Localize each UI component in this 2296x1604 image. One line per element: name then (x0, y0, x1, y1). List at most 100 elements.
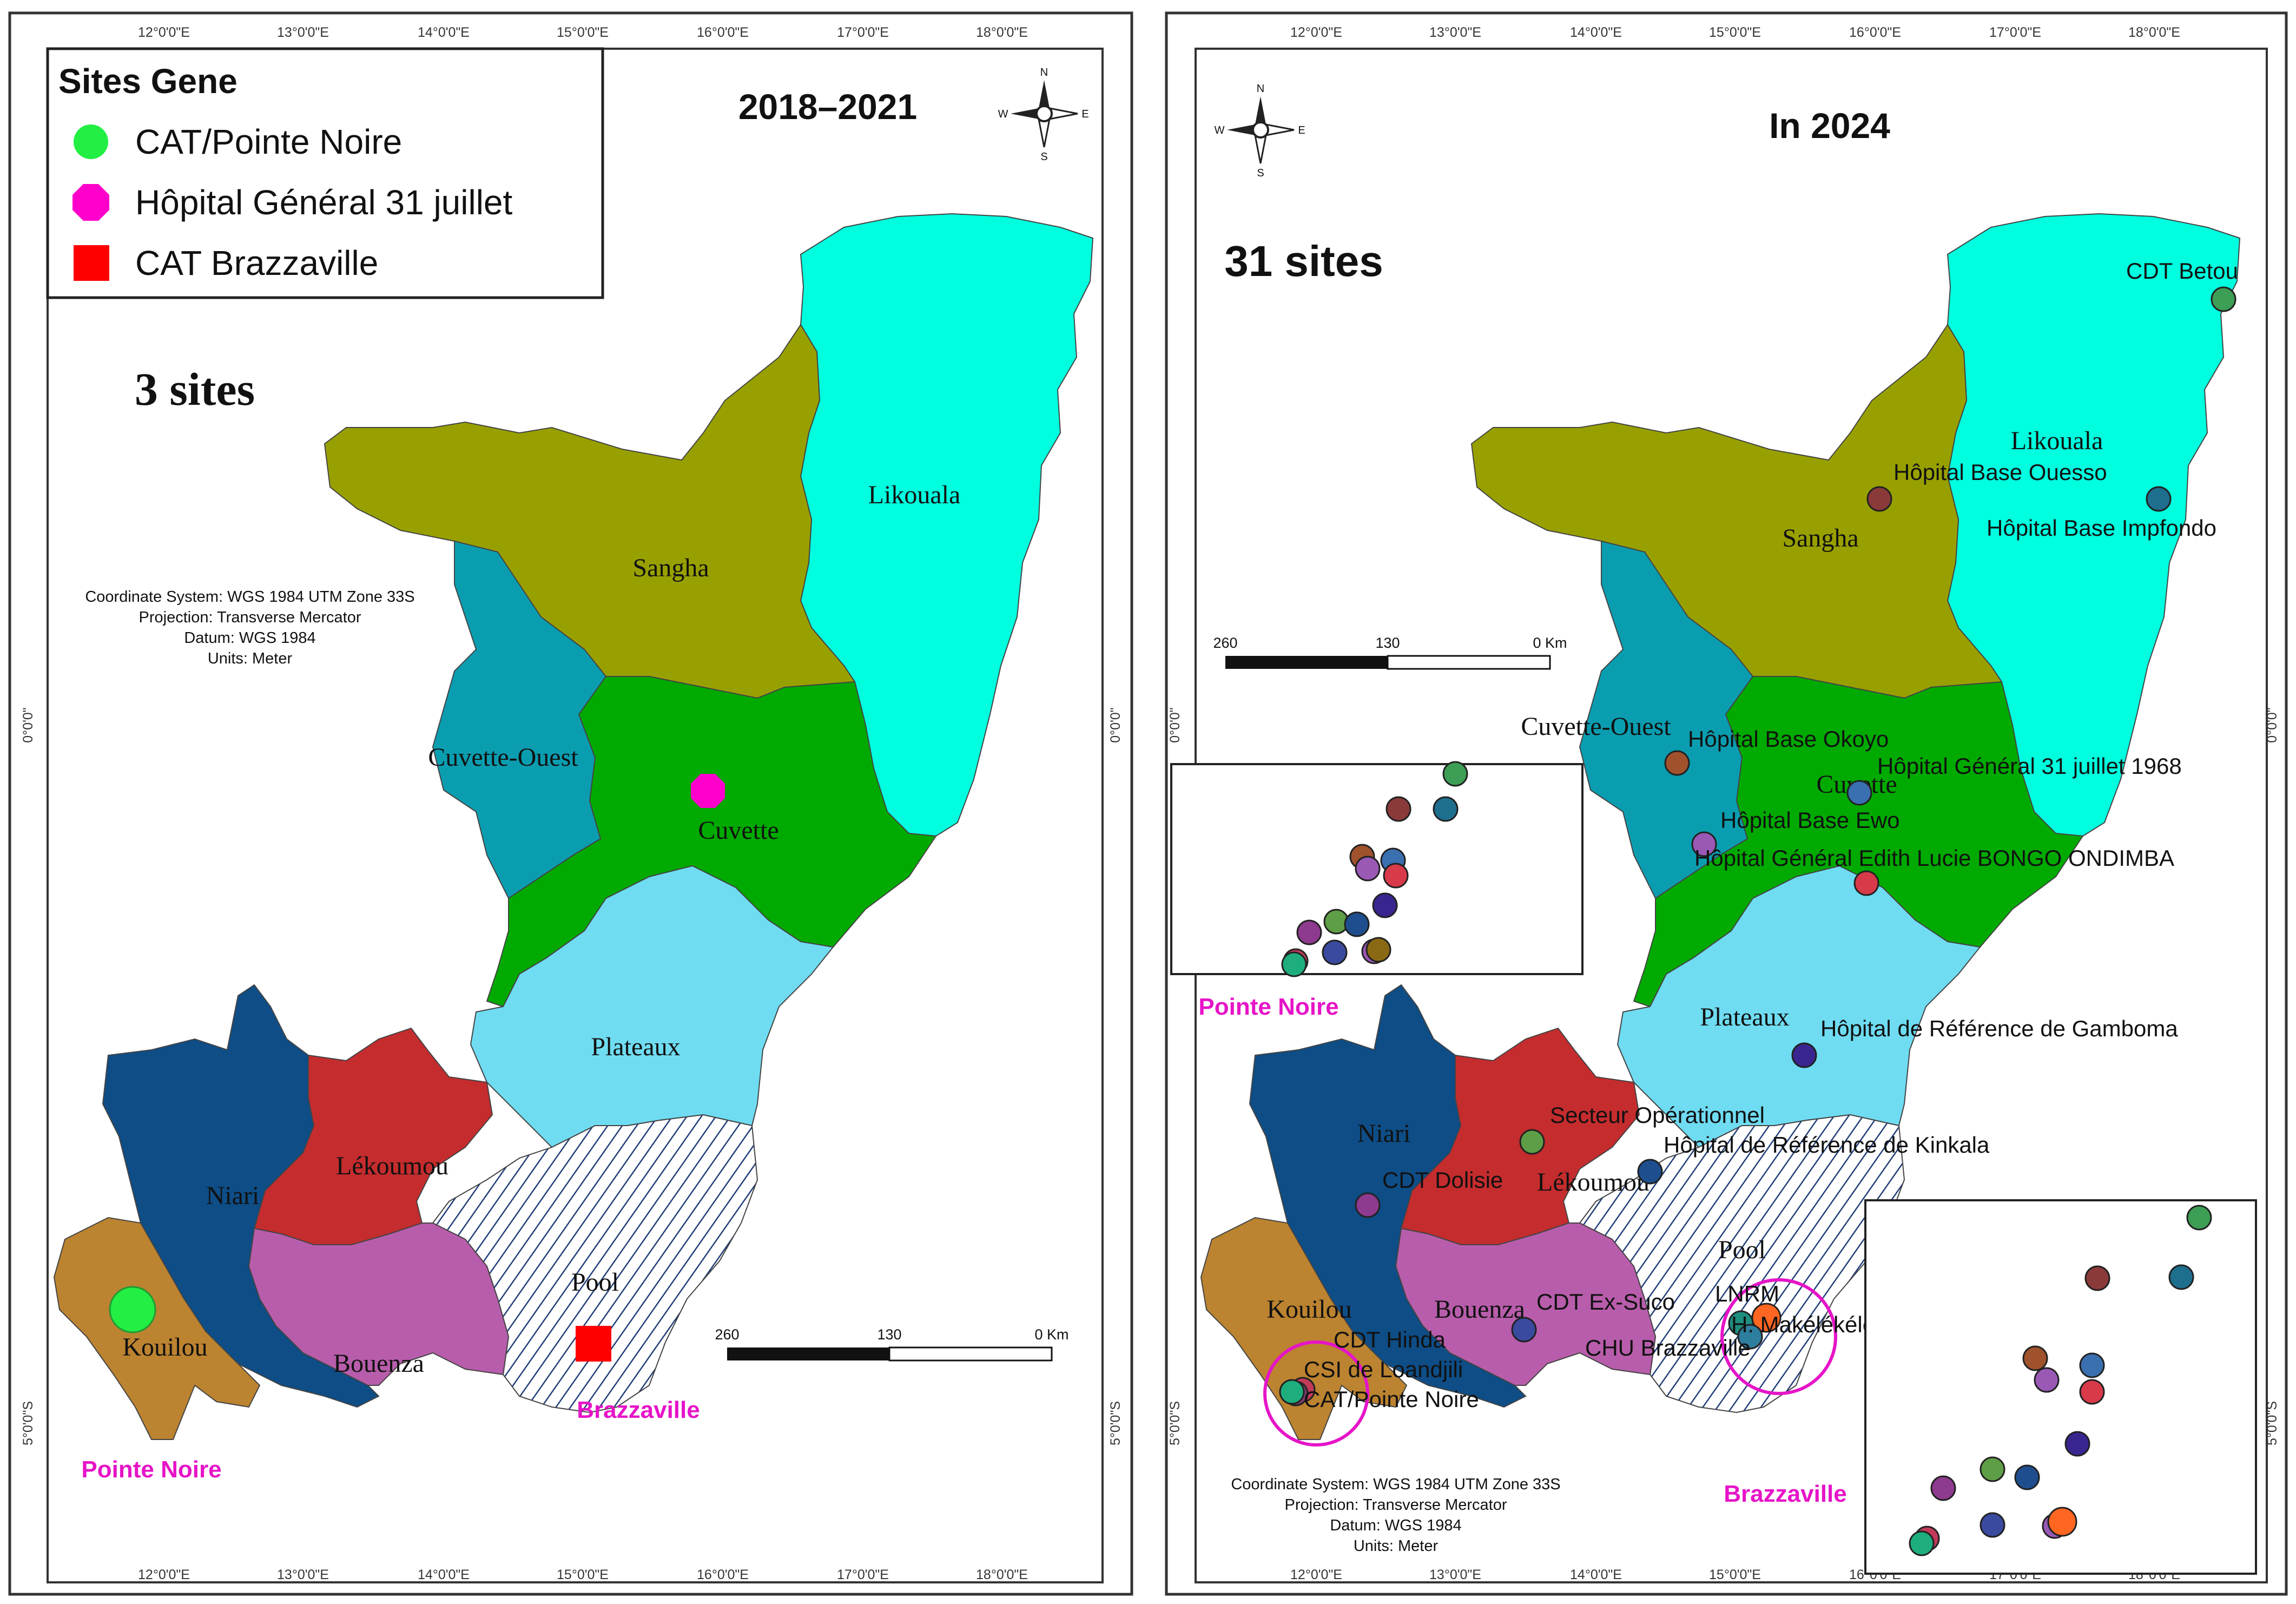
inset-marker (1980, 1512, 2005, 1538)
tick-label: 14°0'0"E (418, 25, 470, 40)
scale-bar: 260 130 0 Km (715, 1326, 1069, 1362)
region-label-kouilou: Kouilou (122, 1333, 207, 1362)
scale-bar: 260 130 0 Km (1213, 635, 1567, 670)
site-label: CDT Betou (2126, 258, 2238, 284)
region-label-lekoumou: Lékoumou (1537, 1168, 1650, 1197)
region-label-pool: Pool (1718, 1235, 1766, 1264)
inset-marker (1365, 937, 1391, 963)
tick-label: 12°0'0"E (138, 1567, 190, 1582)
legend-label: CAT Brazzaville (135, 244, 378, 282)
scale-label: 260 (715, 1326, 739, 1343)
site-label: Hôpital de Référence de Kinkala (1664, 1132, 1990, 1158)
lat-tick-label: 5°0'0"S (2265, 1401, 2280, 1445)
inset-marker (1385, 796, 1411, 822)
inset-marker (2168, 1264, 2194, 1290)
inset-marker (2064, 1431, 2090, 1457)
legend-label: Hôpital Général 31 juillet (135, 183, 513, 222)
city-label-brazzaville: Brazzaville (1724, 1481, 1846, 1507)
tick-label: 16°0'0"E (697, 25, 749, 40)
tick-label: 17°0'0"E (837, 1567, 889, 1582)
inset-brazzaville (1864, 1199, 2257, 1575)
region-label-cuvette: Cuvette (698, 816, 778, 845)
right-region-labels: Likouala Sangha Cuvette-Ouest Cuvette Pl… (1266, 426, 2103, 1324)
lat-tick-label: 5°0'0"S (1167, 1401, 1183, 1445)
compass-n: N (1257, 83, 1264, 95)
coord-line: Units: Meter (208, 650, 293, 667)
site-label: Hôpital Général Edith Lucie BONGO ONDIMB… (1694, 845, 2174, 871)
tick-label: 14°0'0"E (1570, 25, 1622, 40)
tick-label: 17°0'0"E (1989, 25, 2041, 40)
legend-box (46, 47, 604, 299)
coord-line: Coordinate System: WGS 1984 UTM Zone 33S (85, 588, 414, 606)
region-label-pool: Pool (571, 1268, 619, 1297)
scale-label: 0 Km (1034, 1326, 1068, 1343)
left-bottom-ticks: 12°0'0"E 13°0'0"E 14°0'0"E 15°0'0"E 16°0… (138, 1567, 1028, 1582)
inset-marker (2034, 1367, 2060, 1393)
site-count-label: 31 sites (1224, 237, 1383, 285)
inset-marker (1322, 939, 1348, 965)
inset-marker (1930, 1475, 1956, 1501)
site-marker (1691, 831, 1717, 857)
site-label: LNRM (1715, 1281, 1779, 1306)
region-label-bouenza: Bouenza (1434, 1295, 1525, 1324)
region-label-sangha: Sangha (632, 554, 709, 582)
marker-cat-pointe-noire (109, 1286, 156, 1333)
legend: Sites Gene CAT/Pointe Noire Hôpital Géné… (46, 47, 604, 299)
tick-label: 15°0'0"E (557, 25, 609, 40)
region-label-likouala: Likouala (2011, 426, 2103, 455)
coord-info: Coordinate System: WGS 1984 UTM Zone 33S… (85, 588, 414, 667)
site-label: Hôpital Base Ewo (1720, 807, 1900, 833)
inset-marker (1372, 892, 1398, 918)
site-marker (1664, 750, 1690, 776)
tick-label: 13°0'0"E (277, 25, 329, 40)
legend-label: CAT/Pointe Noire (135, 122, 402, 161)
tick-label: 15°0'0"E (1709, 25, 1761, 40)
cluster-circle-brazzaville (1720, 1278, 1837, 1395)
tick-label: 16°0'0"E (697, 1567, 749, 1582)
inset-marker (1442, 761, 1468, 787)
marker-hopital-31-juillet (691, 774, 725, 808)
site-marker (2211, 286, 2236, 312)
region-label-sangha: Sangha (1782, 524, 1858, 553)
region-label-kouilou: Kouilou (1266, 1295, 1351, 1324)
coord-line: Datum: WGS 1984 (184, 629, 315, 647)
lat-tick-label: 0°0'0" (21, 707, 36, 742)
tick-label: 13°0'0"E (1429, 25, 1481, 40)
site-marker (1519, 1129, 1545, 1155)
lat-tick-label: 5°0'0"S (21, 1401, 36, 1445)
site-marker (1279, 1379, 1305, 1405)
site-count-label: 3 sites (135, 363, 255, 415)
site-marker (1737, 1324, 1763, 1350)
tick-label: 18°0'0"E (976, 1567, 1028, 1582)
region-label-lekoumou: Lékoumou (336, 1152, 448, 1180)
tick-label: 15°0'0"E (557, 1567, 609, 1582)
compass-s: S (1257, 167, 1264, 179)
site-label: CDT Hinda (1334, 1327, 1446, 1352)
marker-cat-brazzaville (576, 1326, 611, 1362)
region-label-plateaux: Plateaux (591, 1033, 680, 1061)
compass-n: N (1040, 67, 1048, 78)
inset-marker (1344, 911, 1370, 937)
legend-green-circle-icon (74, 124, 108, 159)
cluster-circle-pointe-noire (1263, 1340, 1369, 1447)
site-marker (2146, 486, 2172, 512)
site-marker (1853, 870, 1879, 896)
compass-s: S (1040, 151, 1047, 163)
site-marker (1637, 1159, 1663, 1185)
region-label-plateaux: Plateaux (1700, 1003, 1789, 1031)
lat-tick-label: 0°0'0" (1108, 707, 1123, 742)
scale-label: 0 Km (1533, 635, 1567, 651)
site-marker (1751, 1303, 1782, 1333)
coord-line: Datum: WGS 1984 (1330, 1517, 1461, 1534)
inset-marker (1296, 919, 1322, 945)
tick-label: 16°0'0"E (1849, 25, 1901, 40)
inset-marker (2022, 1345, 2048, 1371)
site-label: Hôpital Général 31 juillet 1968 (1877, 753, 2182, 779)
site-marker (1866, 486, 1892, 512)
site-label: CSI de Loandjili (1304, 1357, 1463, 1382)
tick-label: 12°0'0"E (1290, 25, 1342, 40)
period-label: 2018–2021 (738, 87, 917, 127)
inset-pointe-noire (1170, 761, 1584, 977)
region-label-niari: Niari (206, 1181, 260, 1210)
